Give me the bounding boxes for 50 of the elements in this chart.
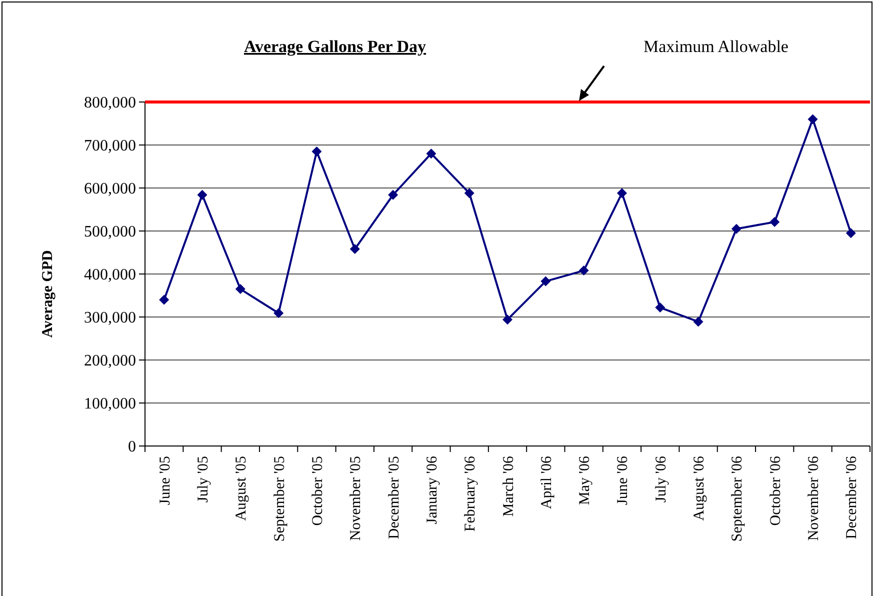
point: [731, 224, 742, 234]
x-tick-label: July '06: [653, 456, 670, 502]
x-tick-label: October '05: [310, 456, 326, 526]
point: [770, 216, 780, 227]
point: [808, 114, 818, 124]
point: [464, 188, 474, 198]
x-tick-label: January '06: [424, 456, 440, 524]
x-tick-label: November '06: [806, 456, 822, 541]
ref-line-label: Maximum Allowable: [644, 37, 788, 56]
chart-title: Average Gallons Per Day: [244, 37, 427, 56]
y-tick-label: 700,000: [84, 138, 136, 155]
x-tick-label: June '06: [615, 456, 632, 505]
y-tick-label: 600,000: [84, 180, 136, 198]
x-tick-label: April '06: [538, 456, 555, 510]
y-tick-label: 300,000: [84, 310, 136, 327]
y-tick-label: 100,000: [84, 396, 136, 413]
point: [235, 284, 246, 294]
x-tick-label: September '05: [272, 456, 288, 542]
point: [846, 228, 856, 238]
point: [616, 188, 627, 198]
point: [578, 266, 589, 276]
y-axis-title: Average GPD: [40, 250, 56, 338]
y-tick-label: 200,000: [84, 352, 136, 370]
x-tick-label: August '05: [234, 456, 250, 521]
x-tick-label: June '05: [157, 456, 174, 505]
x-tick-label: September '06: [730, 456, 746, 542]
y-tick-label: 500,000: [84, 224, 136, 241]
y-tick-label: 400,000: [84, 266, 136, 284]
x-tick-label: October '06: [768, 456, 784, 526]
point: [693, 316, 704, 327]
point: [350, 244, 360, 254]
x-tick-label: March '06: [500, 456, 517, 517]
point: [388, 190, 398, 200]
x-tick-label: August '06: [692, 456, 708, 521]
point: [312, 146, 322, 156]
point: [159, 294, 170, 305]
point: [197, 190, 208, 200]
x-tick-label: December '05: [386, 456, 402, 540]
x-tick-label: February '06: [462, 456, 479, 532]
x-tick-label: December '06: [844, 456, 860, 540]
x-tick-label: November '05: [348, 456, 364, 541]
x-tick-label: May '06: [577, 456, 594, 505]
x-tick-label: July '05: [195, 456, 212, 502]
point: [426, 148, 436, 159]
y-tick-label: 0: [128, 438, 136, 456]
point: [540, 276, 551, 286]
y-tick-label: 800,000: [84, 94, 136, 112]
point: [655, 302, 666, 313]
point: [502, 314, 512, 325]
point: [274, 308, 284, 318]
